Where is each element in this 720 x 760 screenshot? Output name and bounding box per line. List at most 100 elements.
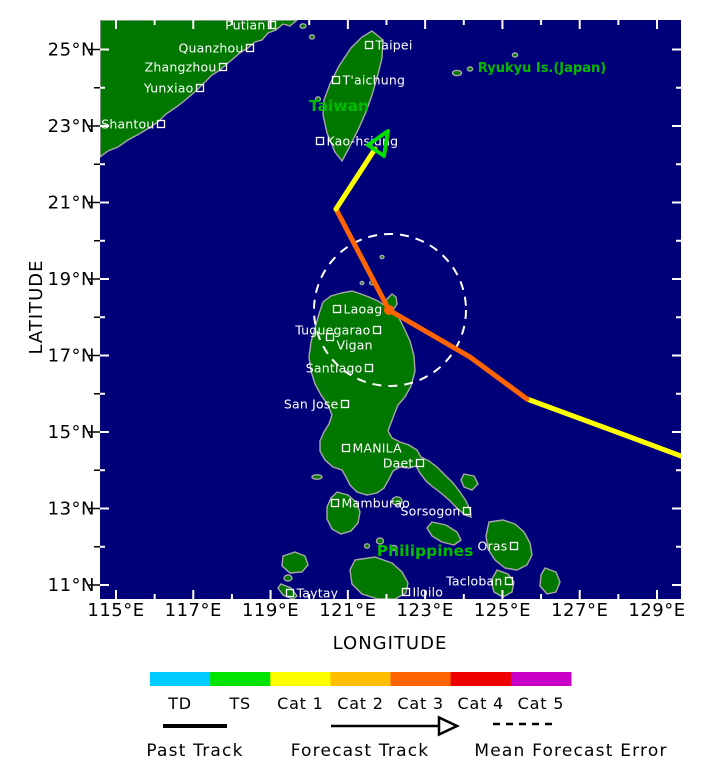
city-label-quanzhou: Quanzhou xyxy=(179,41,244,56)
x-tick-label: 125°E xyxy=(474,600,531,621)
legend-label-cat-4: Cat 4 xyxy=(458,694,505,713)
island-ryukyu xyxy=(451,69,463,77)
city-marker-laoag xyxy=(332,304,342,314)
island-small xyxy=(299,23,307,29)
city-marker-zhangzhou xyxy=(218,62,228,72)
past-track-segment xyxy=(524,396,681,459)
y-axis-title: LATITUDE xyxy=(26,259,47,354)
city-marker-taipei xyxy=(364,40,374,50)
city-marker-tuguegarao xyxy=(372,325,382,335)
legend-caption-mean-forecast-error: Mean Forecast Error xyxy=(474,741,667,760)
legend-label-cat-1: Cat 1 xyxy=(277,694,324,713)
island-ryukyu xyxy=(466,66,474,72)
land-masbate xyxy=(426,521,462,546)
storm-track-layers xyxy=(313,129,681,459)
city-marker-putian xyxy=(267,20,277,30)
current-position-marker xyxy=(384,305,394,315)
legend-category-labels: TD TS Cat 1 Cat 2 Cat 3 Cat 4 Cat 5 xyxy=(167,694,565,713)
legend-color-bar xyxy=(150,672,572,686)
island-culion xyxy=(283,574,293,582)
island-babuyan xyxy=(379,254,385,260)
region-label-taiwan: Taiwan xyxy=(309,97,369,115)
legend-swatch-td xyxy=(150,672,211,686)
city-label-san-jose: San Jose xyxy=(284,397,339,412)
land-china-coast xyxy=(100,20,299,158)
city-label-shantou: Shantou xyxy=(101,117,154,132)
city-label-taipei: Taipei xyxy=(375,38,413,53)
city-marker-sorsogon xyxy=(462,506,472,516)
city-label-iloilo: Iloilo xyxy=(413,585,444,600)
city-marker-yunxiao xyxy=(195,83,205,93)
city-marker-santiago xyxy=(364,363,374,373)
island-romblon xyxy=(375,537,385,545)
city-marker-mamburao xyxy=(330,498,340,508)
island-ryukyu xyxy=(511,52,519,58)
city-label-mamburao: Mamburao xyxy=(342,496,411,511)
legend-caption-forecast-track: Forecast Track xyxy=(291,741,430,760)
legend-label-cat-3: Cat 3 xyxy=(397,694,444,713)
y-tick-label: 25°N xyxy=(48,40,95,61)
legend-swatch-cat-4 xyxy=(450,672,512,686)
city-label-manila: MANILA xyxy=(353,441,403,456)
island-penghu xyxy=(314,96,322,102)
city-label-laoag: Laoag xyxy=(344,302,383,317)
city-marker-tacloban xyxy=(504,576,514,586)
x-tick-label: 127°E xyxy=(551,600,608,621)
axis-ticks: 115°E 117°E 119°E 121°E 123°E 125°E 127°E 129°E… xyxy=(48,20,685,621)
city-label-tuguegarao: Tuguegarao xyxy=(294,323,370,338)
city-label-sorsogon: Sorsogon xyxy=(401,504,461,519)
city-marker-t-aichung xyxy=(331,75,341,85)
mean-forecast-error-circle xyxy=(313,233,467,387)
city-label-t-aichung: T'aichung xyxy=(342,73,406,88)
city-label-daet: Daet xyxy=(383,456,414,471)
legend-label-ts: TS xyxy=(228,694,251,713)
city-label-tacloban: Tacloban xyxy=(445,574,502,589)
island-romblon xyxy=(390,544,398,552)
city-marker-manila xyxy=(341,443,351,453)
city-marker-shantou xyxy=(156,119,166,129)
city-label-zhangzhou: Zhangzhou xyxy=(145,60,217,75)
legend-swatch-cat-5 xyxy=(510,672,572,686)
land-panay xyxy=(349,556,409,599)
x-tick-label: 117°E xyxy=(165,600,222,621)
land-catanduanes xyxy=(460,473,479,491)
land-mindoro xyxy=(326,491,361,535)
land-samar xyxy=(485,519,533,571)
legend: TD TS Cat 1 Cat 2 Cat 3 Cat 4 Cat 5 Past Track… xyxy=(146,672,667,760)
forecast-arrow-head xyxy=(366,129,390,158)
island-marinduque xyxy=(391,496,403,506)
city-marker-san-jose xyxy=(340,399,350,409)
land-taiwan xyxy=(322,30,384,163)
land-leyte xyxy=(490,569,515,598)
legend-label-td: TD xyxy=(167,694,192,713)
city-label-putian: Putian xyxy=(225,18,265,33)
island-babuyan xyxy=(359,280,365,286)
x-tick-label: 119°E xyxy=(242,600,299,621)
legend-swatch-cat-1 xyxy=(270,672,331,686)
x-tick-label: 129°E xyxy=(628,600,685,621)
legend-label-cat-2: Cat 2 xyxy=(337,694,384,713)
legend-label-cat-5: Cat 5 xyxy=(518,694,565,713)
x-tick-label: 123°E xyxy=(397,600,454,621)
island-lubang xyxy=(311,474,323,480)
city-label-yunxiao: Yunxiao xyxy=(143,81,194,96)
y-tick-label: 15°N xyxy=(48,422,95,443)
x-tick-label: 115°E xyxy=(87,600,144,621)
city-markers: Putian Quanzhou Zhangzhou Yunxiao Shantou Tai… xyxy=(101,18,519,601)
city-marker-vigan xyxy=(325,332,335,342)
city-label-santiago: Santiago xyxy=(306,361,363,376)
legend-swatch-cat-3 xyxy=(390,672,452,686)
city-marker-kao-hsiung xyxy=(315,136,325,146)
legend-captions: Past Track Forecast Track Mean Forecast Er… xyxy=(146,741,667,760)
island-small xyxy=(308,34,316,40)
legend-caption-past-track: Past Track xyxy=(146,741,243,760)
forecast-track-segment xyxy=(333,146,378,212)
region-label-philippines: Philippines xyxy=(377,542,474,560)
legend-swatch-ts xyxy=(210,672,271,686)
land-busuanga xyxy=(281,551,309,574)
region-label-ryukyu-is-japan-: Ryukyu Is.(Japan) xyxy=(478,61,606,76)
city-marker-taytay xyxy=(285,588,295,598)
y-tick-label: 19°N xyxy=(48,269,95,290)
x-axis-title: LONGITUDE xyxy=(333,633,448,654)
